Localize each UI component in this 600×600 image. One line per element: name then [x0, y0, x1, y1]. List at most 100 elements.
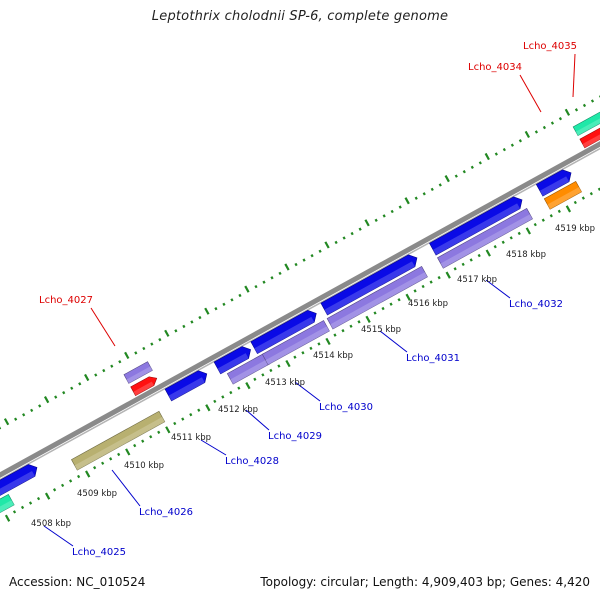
tick-mark	[342, 236, 346, 240]
tick-mark	[510, 143, 514, 147]
scale-label: 4517 kbp	[457, 275, 497, 285]
cds-red-upper-a	[130, 376, 158, 397]
tick-mark	[438, 183, 442, 187]
tick-mark	[238, 293, 242, 298]
scale-label: 4511 kbp	[171, 433, 211, 443]
leader-line	[519, 74, 542, 113]
cds-blue-6	[535, 169, 572, 197]
tick-mark	[284, 263, 290, 271]
label-leaders	[43, 53, 576, 547]
tick-mark	[254, 284, 258, 289]
tick-mark	[181, 417, 185, 421]
tick-mark	[565, 205, 572, 213]
tick-mark	[109, 457, 113, 461]
tick-mark	[550, 121, 555, 125]
tick-mark	[301, 351, 305, 355]
tick-mark	[85, 470, 91, 478]
tick-mark	[69, 479, 73, 483]
tick-mark	[110, 364, 114, 368]
tick-mark	[422, 192, 426, 196]
tick-mark	[582, 103, 587, 108]
tick-mark	[389, 302, 393, 306]
cds-blue-6-highlight	[539, 176, 570, 197]
tick-mark	[38, 404, 42, 408]
cds-blue-1-highlight	[168, 377, 205, 401]
tick-mark	[269, 368, 273, 373]
tick-mark	[493, 245, 497, 249]
tick-mark	[469, 258, 473, 262]
tick-mark	[54, 395, 58, 399]
cds-lavender-2	[326, 265, 428, 330]
cds-aqua-lower	[0, 493, 15, 514]
tick-mark	[317, 342, 321, 346]
tick-mark	[334, 240, 338, 245]
tick-mark	[325, 337, 331, 346]
cds-blue-5	[429, 196, 523, 256]
cds-aqua-upper-highlight	[575, 118, 600, 136]
leader-line	[572, 53, 576, 98]
tick-mark	[94, 373, 98, 377]
tick-mark	[333, 333, 337, 337]
backbone-line	[0, 141, 600, 478]
leader-line	[111, 469, 141, 507]
tick-mark	[373, 311, 377, 315]
tick-mark	[293, 355, 297, 359]
tick-mark	[405, 293, 411, 301]
tick-mark	[350, 231, 354, 236]
tick-mark	[262, 280, 266, 284]
tick-mark	[214, 307, 218, 311]
tick-mark	[421, 284, 425, 289]
tick-mark	[60, 483, 65, 488]
tick-mark	[541, 218, 545, 222]
tick-mark	[294, 262, 298, 267]
gene-label: Lcho_4034	[468, 62, 522, 73]
scale-label: 4519 kbp	[555, 224, 595, 234]
tick-mark	[309, 346, 313, 351]
tick-mark	[30, 408, 34, 413]
tick-mark	[22, 413, 26, 417]
tick-mark	[542, 125, 547, 130]
tick-mark	[574, 108, 579, 112]
tick-mark	[43, 396, 50, 404]
tick-mark	[150, 342, 154, 346]
tick-mark	[213, 399, 217, 404]
tick-mark	[12, 510, 17, 514]
scale-label: 4509 kbp	[77, 489, 117, 499]
tick-mark	[485, 249, 491, 257]
leader-line	[245, 409, 270, 431]
leader-line	[90, 307, 116, 347]
scale-label: 4513 kbp	[265, 378, 305, 388]
cds-blue-3	[250, 310, 317, 354]
tick-mark	[478, 161, 482, 165]
tick-mark	[164, 329, 170, 337]
tick-mark	[525, 227, 531, 235]
tick-mark	[141, 439, 145, 443]
tick-mark	[533, 222, 537, 227]
cds-blue-1	[164, 370, 208, 402]
tick-mark	[390, 209, 394, 214]
tick-mark	[84, 373, 90, 382]
tick-mark	[124, 351, 130, 360]
tick-mark	[118, 360, 122, 364]
scale-label: 4510 kbp	[124, 461, 164, 471]
leader-line	[200, 439, 227, 456]
tick-mark	[28, 501, 33, 505]
tick-mark	[477, 253, 481, 258]
cds-lavender-1	[261, 320, 330, 366]
tick-mark	[558, 117, 563, 121]
tick-mark	[549, 214, 553, 218]
cds-lavender-1-highlight	[265, 326, 330, 365]
tick-mark	[590, 99, 595, 103]
tick-mark	[174, 329, 178, 333]
tick-mark	[133, 443, 137, 448]
tick-mark	[445, 271, 451, 279]
tick-mark	[77, 474, 81, 479]
gene-label: Lcho_4030	[319, 402, 373, 413]
scale-label: 4518 kbp	[506, 250, 546, 260]
cds-lavender-0-highlight	[230, 359, 270, 385]
tick-mark	[245, 382, 251, 390]
tick-mark	[341, 329, 345, 333]
accession-text: Accession: NC_010524	[9, 575, 146, 589]
leader-line	[43, 525, 74, 547]
tick-mark	[358, 227, 362, 231]
